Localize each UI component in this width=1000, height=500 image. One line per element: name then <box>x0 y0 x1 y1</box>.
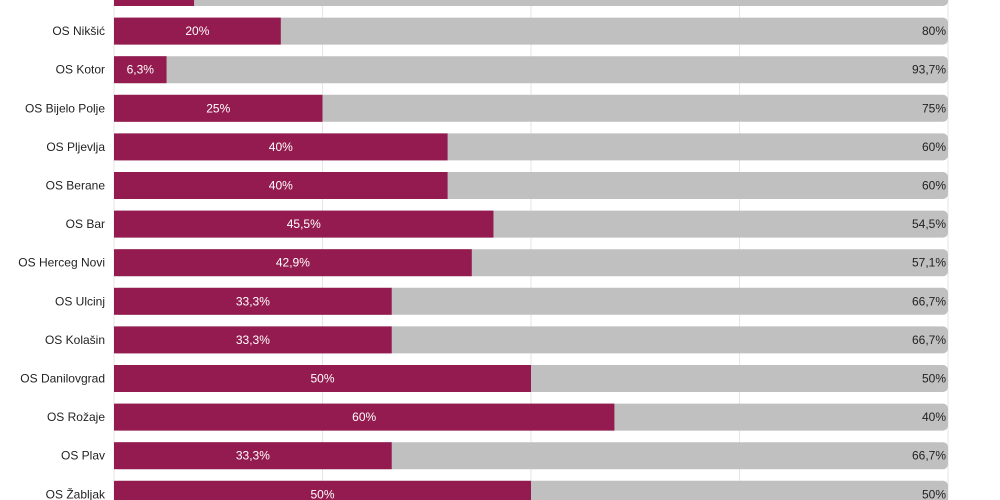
category-label-5: OS Berane <box>46 179 106 193</box>
bar-share-2 <box>114 56 167 84</box>
value-label-share-7: 42,9% <box>276 256 310 270</box>
value-label-remainder-2: 93,7% <box>912 63 946 77</box>
value-label-share-12: 33,3% <box>236 449 270 463</box>
value-label-remainder-4: 60% <box>922 140 946 154</box>
bar-share-9 <box>114 326 392 354</box>
bar-share-3 <box>114 94 323 122</box>
value-label-remainder-8: 66,7% <box>912 294 946 308</box>
value-label-share-9: 33,3% <box>236 333 270 347</box>
bar-share-0 <box>114 0 195 6</box>
value-label-share-4: 40% <box>269 140 293 154</box>
category-label-8: OS Ulcinj <box>55 294 105 308</box>
value-label-share-5: 40% <box>269 179 293 193</box>
bar-share-8 <box>114 287 392 315</box>
value-label-remainder-10: 50% <box>922 372 946 386</box>
bar-share-12 <box>114 442 392 470</box>
bar-remainder-1 <box>114 17 948 45</box>
bar-share-4 <box>114 133 448 161</box>
value-label-share-13: 50% <box>310 487 334 500</box>
category-label-11: OS Rožaje <box>47 410 105 424</box>
value-label-remainder-12: 66,7% <box>912 449 946 463</box>
value-label-share-8: 33,3% <box>236 294 270 308</box>
bar-share-11 <box>114 403 615 431</box>
bar-share-7 <box>114 249 472 277</box>
value-label-remainder-13: 50% <box>922 487 946 500</box>
category-label-2: OS Kotor <box>56 63 105 77</box>
category-label-6: OS Bar <box>66 217 105 231</box>
bar-share-1 <box>114 17 281 45</box>
value-label-share-10: 50% <box>310 372 334 386</box>
value-label-share-11: 60% <box>352 410 376 424</box>
value-label-share-3: 25% <box>206 101 230 115</box>
bar-share-5 <box>114 172 448 199</box>
category-label-13: OS Žabljak <box>46 486 106 500</box>
bar-share-13 <box>114 480 531 500</box>
value-label-share-2: 6,3% <box>127 63 155 77</box>
category-label-7: OS Herceg Novi <box>18 256 105 270</box>
value-label-remainder-9: 66,7% <box>912 333 946 347</box>
value-label-remainder-7: 57,1% <box>912 256 946 270</box>
category-label-4: OS Pljevlja <box>46 140 105 154</box>
bar-share-10 <box>114 365 531 392</box>
bar-share-6 <box>114 210 494 238</box>
value-label-share-6: 45,5% <box>287 217 321 231</box>
category-label-12: OS Plav <box>61 449 105 463</box>
value-label-remainder-6: 54,5% <box>912 217 946 231</box>
category-label-1: OS Nikšić <box>52 24 105 38</box>
category-label-3: OS Bijelo Polje <box>25 101 105 115</box>
value-label-remainder-3: 75% <box>922 101 946 115</box>
value-label-remainder-5: 60% <box>922 179 946 193</box>
bar-remainder-0 <box>114 0 948 6</box>
value-label-share-1: 20% <box>185 24 209 38</box>
category-label-10: OS Danilovgrad <box>20 372 105 386</box>
value-label-remainder-11: 40% <box>922 410 946 424</box>
value-label-remainder-1: 80% <box>922 24 946 38</box>
category-label-9: OS Kolašin <box>45 333 105 347</box>
bar-remainder-2 <box>114 56 948 84</box>
